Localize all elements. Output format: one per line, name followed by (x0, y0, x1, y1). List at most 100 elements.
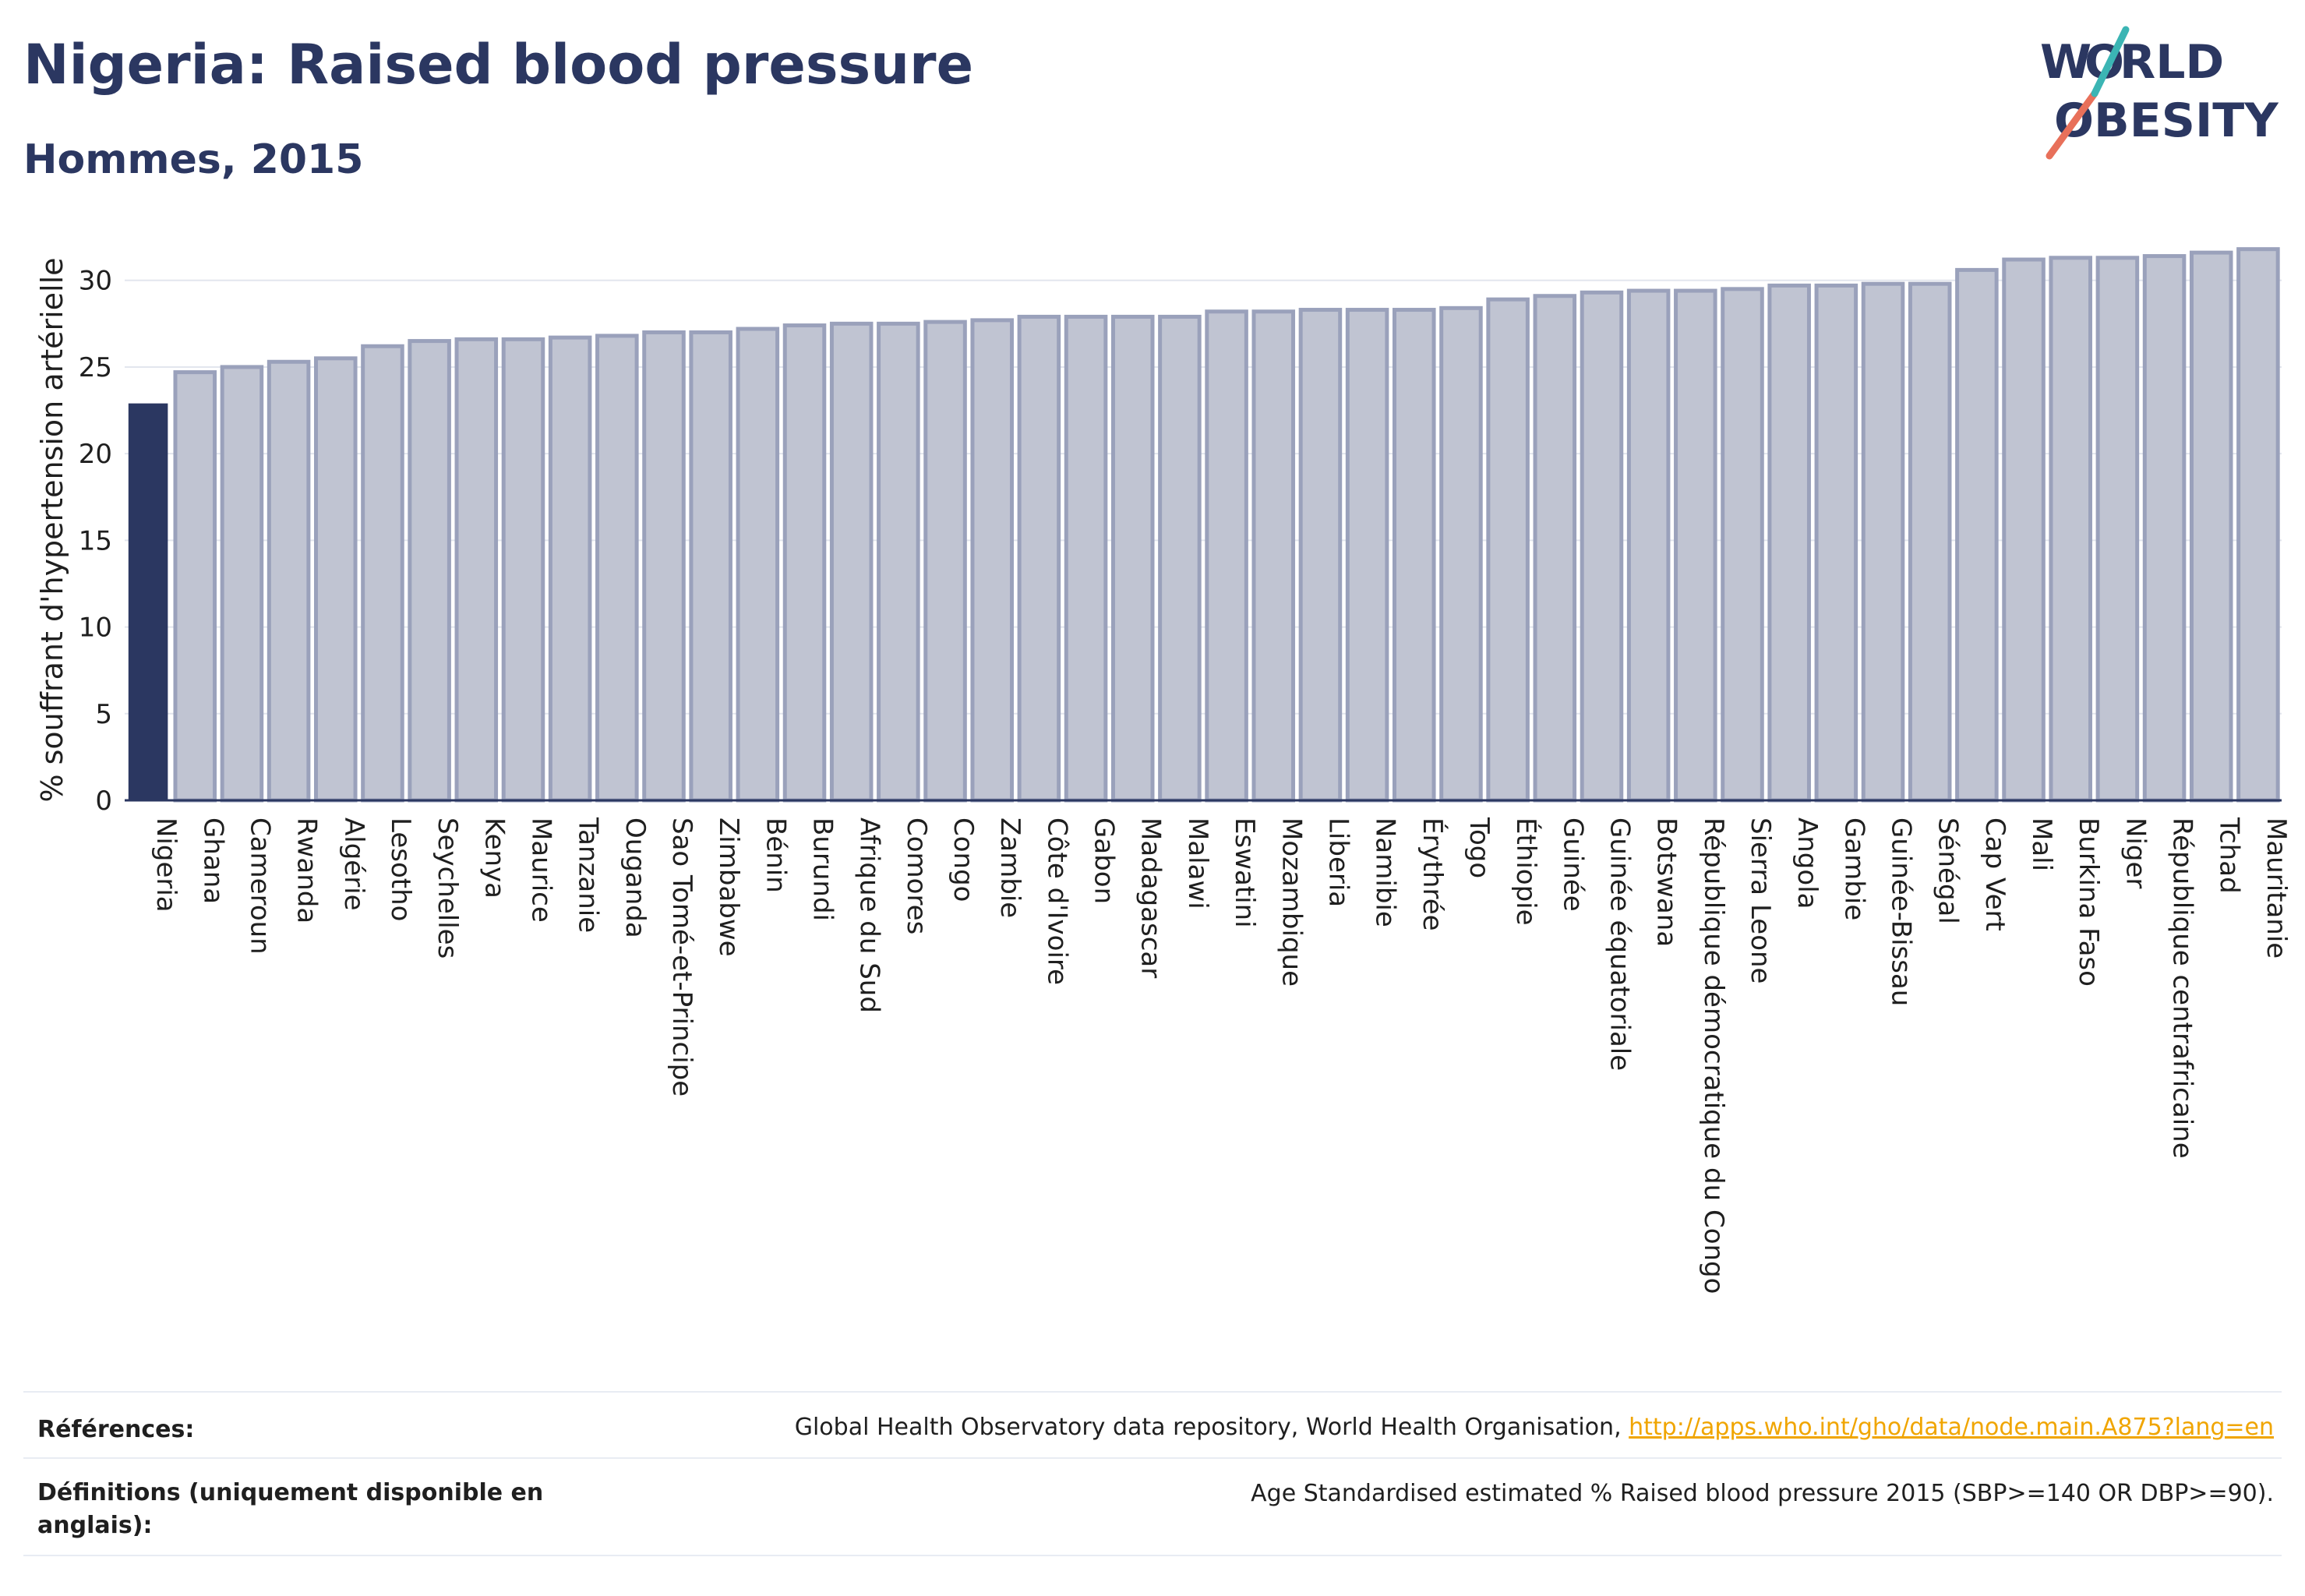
x-tick-label: Malawi (1182, 817, 1213, 909)
y-tick-label: 5 (95, 699, 112, 730)
bar (173, 370, 217, 803)
x-tick-label: Guinée équatoriale (1604, 817, 1635, 1071)
x-tick-label: Gambie (1838, 817, 1869, 920)
x-tick-label: République démocratique du Congo (1698, 817, 1729, 1294)
bar (1158, 314, 1202, 803)
bar (1580, 290, 1624, 803)
x-tick-label: Éthiopie (1510, 817, 1542, 926)
x-tick-label: Sierra Leone (1745, 817, 1776, 983)
y-axis-label: % souffrant d'hypertension artérielle (35, 257, 69, 802)
x-tick-label: Érythrée (1417, 817, 1449, 931)
footer-divider-middle (23, 1457, 2282, 1459)
bars (128, 247, 2280, 803)
x-tick-label: Burundi (807, 817, 838, 921)
bar (1908, 281, 1952, 803)
x-tick-label: Afrique du Sud (854, 817, 885, 1013)
bar (1955, 267, 1999, 803)
bar (1486, 297, 1530, 803)
bar (1298, 308, 1343, 803)
x-tick-label: Nigeria (150, 817, 182, 913)
y-tick-label: 30 (79, 266, 112, 297)
bar (829, 321, 874, 803)
bar (1205, 309, 1248, 803)
x-tick-label: Lesotho (385, 817, 416, 921)
bar (595, 334, 639, 803)
x-tick-label: Tanzanie (573, 817, 604, 933)
bar (1393, 308, 1436, 803)
bar (548, 335, 592, 803)
bar (2049, 256, 2092, 803)
x-tick-label: Sao Tomé-et-Principe (666, 817, 697, 1096)
bar (970, 318, 1014, 803)
x-tick-label: Cameroun (244, 817, 275, 955)
svg-text:RLD: RLD (2120, 35, 2224, 90)
x-tick-label: Mali (2026, 817, 2057, 871)
bar (736, 327, 780, 803)
bar (1017, 314, 1061, 803)
bar (2189, 250, 2233, 803)
bar (501, 337, 545, 803)
references-text: Global Health Observatory data repositor… (794, 1414, 1629, 1441)
bar (1626, 288, 1671, 803)
bar (877, 321, 920, 803)
y-tick-label: 15 (79, 525, 112, 556)
bar (642, 330, 686, 803)
x-tick-label: Bénin (760, 817, 791, 893)
world-obesity-logo: W O RLD OBESITY (2034, 23, 2291, 164)
bar (689, 330, 732, 803)
x-tick-label: Burkina Faso (2073, 817, 2104, 987)
references-label: Références: (37, 1416, 195, 1443)
bar (2002, 257, 2046, 803)
bar (408, 339, 451, 803)
x-tick-labels: Nigeria Ghana Cameroun Rwanda Algérie Lesotho… (150, 817, 2292, 1294)
chart-subtitle: Hommes, 2015 (23, 136, 364, 183)
bar (1064, 314, 1108, 803)
x-tick-label: Angola (1791, 817, 1823, 909)
y-tick-label: 0 (95, 786, 112, 817)
bar (2095, 256, 2140, 803)
x-tick-label: Mozambique (1276, 817, 1307, 987)
definitions-label: Définitions (uniquement disponible en an… (37, 1479, 544, 1539)
bar-chart: 0 5 10 15 20 25 30 Nigeria Ghana Cameroun Rwanda A… (35, 247, 2292, 1294)
y-tick-label: 20 (79, 439, 112, 470)
bar (220, 365, 264, 803)
x-tick-label: Maurice (525, 817, 556, 923)
bar (2236, 247, 2280, 803)
references-value: Global Health Observatory data repositor… (795, 1414, 2274, 1441)
x-tick-label: Gabon (1089, 817, 1120, 904)
bar (454, 337, 499, 803)
x-tick-label: Togo (1463, 817, 1495, 878)
definitions-value: Age Standardised estimated % Raised bloo… (1251, 1480, 2274, 1507)
bar (782, 323, 827, 803)
bar-highlight (128, 403, 168, 800)
x-tick-label: Sénégal (1933, 817, 1964, 924)
bar (361, 344, 404, 803)
x-tick-label: Cap Vert (1979, 817, 2010, 931)
x-tick-label: Liberia (1322, 817, 1354, 907)
references-link[interactable]: http://apps.who.int/gho/data/node.main.A… (1629, 1414, 2274, 1441)
bar (314, 356, 358, 803)
bar (1861, 281, 1905, 803)
bar (267, 359, 311, 803)
y-tick-labels: 0 5 10 15 20 25 30 (79, 266, 112, 817)
x-tick-label: Seychelles (432, 817, 463, 959)
x-tick-label: Rwanda (291, 817, 323, 923)
footer-divider-top (23, 1391, 2282, 1393)
x-tick-label: Ouganda (619, 817, 651, 938)
x-tick-label: Botswana (1651, 817, 1682, 947)
x-tick-label: Côte d'Ivoire (1041, 817, 1072, 985)
bar (1721, 287, 1764, 803)
bar (1767, 283, 1811, 803)
x-tick-label: Ghana (197, 817, 228, 904)
y-tick-label: 10 (79, 613, 112, 644)
x-tick-label: Niger (2120, 817, 2151, 888)
x-tick-label: Tchad (2214, 817, 2245, 894)
x-tick-label: Guinée (1557, 817, 1588, 912)
svg-text:W: W (2040, 35, 2091, 90)
bar (1439, 305, 1483, 803)
x-tick-label: Madagascar (1135, 817, 1167, 978)
x-tick-label: Namibie (1370, 817, 1401, 927)
x-tick-label: Algérie (338, 817, 369, 911)
bar (2142, 254, 2187, 803)
x-tick-label: Guinée-Bissau (1886, 817, 1917, 1006)
